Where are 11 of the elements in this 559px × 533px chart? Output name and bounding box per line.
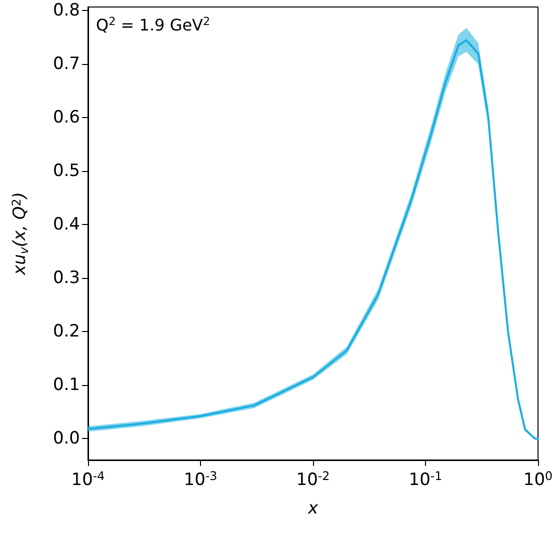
y-tick-label: 0.0 (52, 428, 80, 449)
y-axis-title: xuv(x, Q2) (9, 192, 31, 276)
y-tick-label: 0.1 (52, 375, 80, 396)
y-tick-label: 0.6 (52, 108, 80, 128)
y-tick-label: 0.4 (52, 214, 80, 235)
y-tick-label: 0.3 (52, 268, 80, 288)
y-tick-label: 0.2 (52, 322, 80, 342)
y-tick-label: 0.5 (52, 161, 80, 182)
y-tick-label: 0.8 (52, 0, 80, 21)
x-axis-title: x (306, 498, 319, 518)
y-tick-label: 0.7 (52, 54, 80, 74)
